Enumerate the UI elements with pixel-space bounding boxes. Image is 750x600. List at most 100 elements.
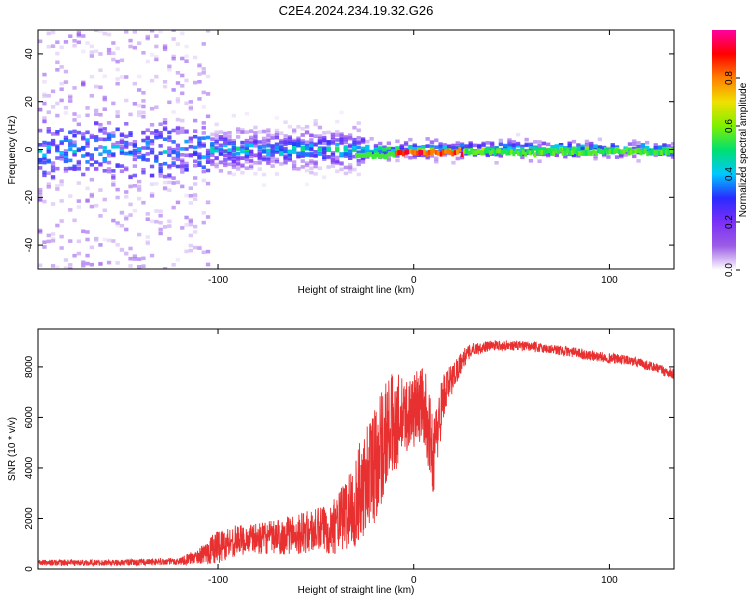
spectrogram-cell <box>261 144 267 149</box>
spectrogram-cell <box>330 164 336 168</box>
spectrogram-cell <box>124 194 129 199</box>
spectrogram-cell <box>111 142 116 147</box>
spectrogram-cell <box>395 139 400 144</box>
spectrogram-cell <box>141 264 146 268</box>
spectrogram-cell <box>55 148 60 152</box>
spectrogram-cell <box>365 146 370 150</box>
spectrogram-ridge-cell <box>636 148 640 153</box>
spectrogram-cell <box>197 72 202 76</box>
spectrogram-cell <box>132 30 137 34</box>
spectrogram-cell <box>119 151 125 155</box>
spectrogram-ridge-cell <box>507 150 511 156</box>
spectrogram-cell <box>111 182 116 187</box>
spectrogram-cell <box>231 139 236 143</box>
spectrogram-cell <box>154 159 159 163</box>
spectrogram-cell <box>322 175 327 180</box>
spectrogram-cell <box>89 153 94 157</box>
spectrogram-cell <box>266 148 271 153</box>
spectrogram-cell <box>249 164 254 169</box>
spectrogram-cell <box>171 150 176 154</box>
spectrogram-ridge-cell <box>655 149 659 155</box>
spectrogram-cell <box>175 99 181 104</box>
spectrogram-cell <box>210 153 215 157</box>
spectrogram-cell <box>162 186 168 190</box>
spectrogram-cell <box>149 141 155 146</box>
spectrogram-cell <box>378 146 383 150</box>
spectrogram-cell <box>352 148 357 153</box>
spectrogram-cell <box>313 172 318 176</box>
spectrogram-cell <box>149 30 155 33</box>
spectrogram-cell <box>468 141 473 145</box>
spectrogram-cell <box>102 31 107 36</box>
spectrogram-cell <box>132 254 137 258</box>
spectrogram-cell <box>115 67 120 72</box>
spectrogram-cell <box>119 247 125 251</box>
spectrogram-cell <box>524 142 529 147</box>
colorbar-tick-label: 0.4 <box>724 167 735 181</box>
spectrogram-cell <box>236 135 241 139</box>
spectrogram-cell <box>356 136 361 140</box>
spectrogram-cell <box>171 140 176 144</box>
spectrogram-cell <box>124 151 129 156</box>
spectrogram-cell <box>201 250 206 255</box>
spectrogram-cell <box>154 105 159 109</box>
spectrogram-cell <box>42 153 47 158</box>
spectrogram-cell <box>533 140 538 144</box>
spectrogram-cell <box>296 167 301 171</box>
spectrogram-cell <box>257 161 262 165</box>
spectrogram-cell <box>76 33 81 38</box>
spectrogram-cell <box>335 142 340 147</box>
spectrogram-ridge-cell <box>528 150 532 156</box>
spectrogram-cell <box>94 121 99 125</box>
spectrogram-cell <box>249 152 254 156</box>
spectrogram-cell <box>201 121 206 125</box>
spectrogram-cell <box>132 102 137 106</box>
spectrogram-cell <box>434 156 439 160</box>
spectrogram-ridge-cell <box>362 152 365 158</box>
spectrogram-cell <box>205 114 211 119</box>
spectrogram-cell <box>188 194 193 198</box>
spectrogram-cell <box>304 125 310 129</box>
spectrogram-cell <box>98 112 103 117</box>
spectrogram-cell <box>167 153 172 157</box>
spectrogram-cell <box>343 140 348 145</box>
spectrogram-cell <box>266 160 271 164</box>
spectrogram-cell <box>343 171 348 176</box>
spectrogram-cell <box>356 121 361 125</box>
spectrogram-cell <box>85 199 90 203</box>
spectrogram-ridge-cell <box>394 150 398 156</box>
spectrogram-cell <box>119 248 125 252</box>
spectrogram-cell <box>111 239 116 243</box>
spectrogram-cell <box>76 30 81 35</box>
spectrogram-cell <box>283 160 288 164</box>
spectrogram-ridge-cell <box>587 150 591 156</box>
spectrogram-cell <box>240 144 245 149</box>
spectrogram-cell <box>632 146 637 151</box>
spectrogram-cell <box>68 267 73 269</box>
spectrogram-cell <box>85 167 90 171</box>
spectrogram-cell <box>106 51 112 55</box>
spectrogram-cell <box>46 110 51 114</box>
spectrogram-cell <box>231 165 236 169</box>
spectrogram-cell <box>623 153 628 157</box>
spectrogram-cell <box>197 246 202 250</box>
spectrogram-cell <box>81 49 86 54</box>
spectrogram-cell <box>494 152 499 157</box>
spectrogram-cell <box>175 180 181 185</box>
spectrogram-cell <box>201 155 206 159</box>
spectrogram-cell <box>640 145 645 150</box>
spectrogram-cell <box>184 59 189 63</box>
spectrogram-cell <box>210 137 215 141</box>
spectrogram-ridge-cell <box>387 151 391 157</box>
spectrogram-ridge-cell <box>592 148 596 154</box>
spectrogram-cell <box>38 166 43 170</box>
spectrogram-cell <box>322 157 327 161</box>
spectrogram-cell <box>175 200 181 205</box>
spectrogram-ridge-cell <box>472 150 476 156</box>
spectrogram-cell <box>55 68 60 72</box>
spectrogram-cell <box>214 133 219 138</box>
spectrogram-cell <box>158 166 163 171</box>
spectrogram-ridge-cell <box>439 151 443 157</box>
spectrogram-cell <box>339 141 344 145</box>
spectrogram-cell <box>451 160 456 165</box>
